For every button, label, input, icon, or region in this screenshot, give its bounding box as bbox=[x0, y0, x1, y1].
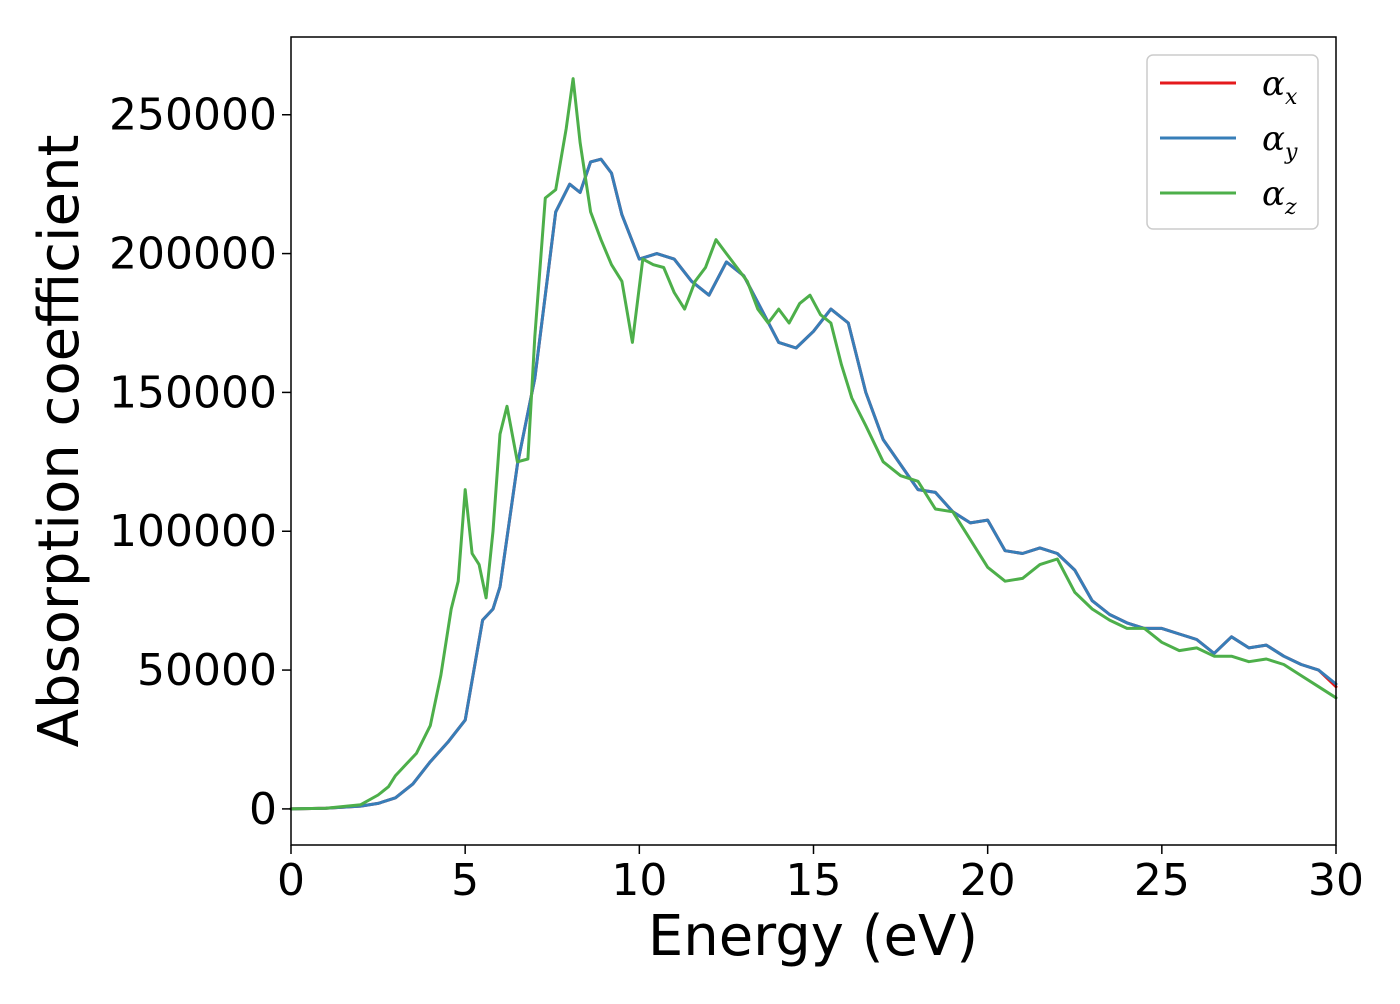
y-tick-label: 200000 bbox=[109, 229, 277, 280]
x-tick-label: 0 bbox=[277, 855, 305, 906]
y-tick-label: 0 bbox=[249, 784, 277, 835]
y-tick-label: 250000 bbox=[109, 90, 277, 141]
series-layer bbox=[289, 77, 1338, 811]
series-line-y bbox=[289, 157, 1338, 811]
legend-frame bbox=[1146, 54, 1319, 230]
y-tick-label: 50000 bbox=[137, 645, 277, 696]
legend-subscript-x: x bbox=[1285, 85, 1298, 110]
x-axis-title: Energy (eV) bbox=[648, 904, 978, 969]
series-line-z bbox=[289, 77, 1338, 811]
y-axis-title: Absorption coefficient bbox=[27, 135, 92, 748]
x-tick-label: 5 bbox=[451, 855, 479, 906]
y-tick-label: 150000 bbox=[109, 367, 277, 418]
y-tick-label: 100000 bbox=[109, 506, 277, 557]
x-tick-label: 30 bbox=[1308, 855, 1364, 906]
y-axis-ticks: 0 50000 100000 150000 200000 250000 bbox=[109, 90, 291, 835]
x-axis-ticks: 0 5 10 15 20 25 30 bbox=[277, 845, 1364, 906]
x-tick-label: 25 bbox=[1134, 855, 1190, 906]
legend-subscript-y: y bbox=[1284, 140, 1298, 165]
x-tick-label: 15 bbox=[786, 855, 842, 906]
x-tick-label: 20 bbox=[960, 855, 1016, 906]
x-tick-label: 10 bbox=[611, 855, 667, 906]
series-line-x bbox=[289, 157, 1338, 811]
legend-subscript-z: z bbox=[1284, 195, 1297, 220]
